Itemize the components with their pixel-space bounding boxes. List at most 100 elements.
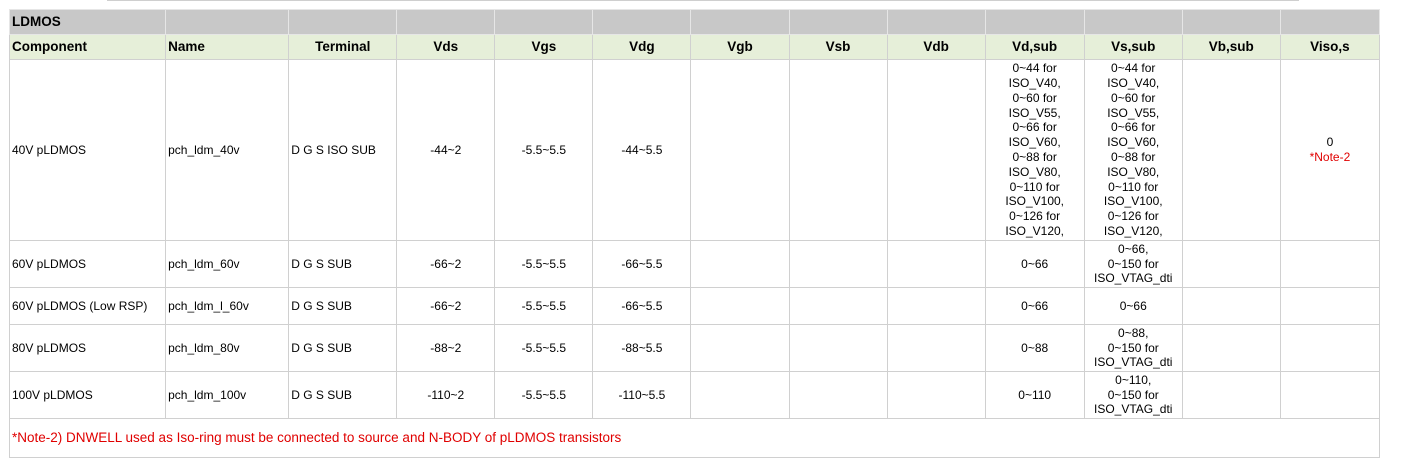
cell-terminal: D G S ISO SUB xyxy=(288,59,398,241)
cell-visos: 0 *Note-2 xyxy=(1279,59,1381,241)
ldmos-table: LDMOS Component Name Terminal Vds Vgs Vd… xyxy=(8,9,1381,458)
cell-vdsub: 0~66 xyxy=(984,287,1085,325)
cell-vds: -66~2 xyxy=(396,287,496,325)
header-vds: Vds xyxy=(396,34,496,60)
cell-line: 0~44 for xyxy=(1012,61,1057,76)
cell-vbsub xyxy=(1181,59,1281,241)
cell-vbsub xyxy=(1181,324,1281,372)
cell-line: 0~150 for xyxy=(1107,387,1159,402)
cell-vsb xyxy=(788,324,888,372)
cell-vdg: -44~5.5 xyxy=(592,59,692,241)
cell-vdb xyxy=(886,371,986,419)
cell-visos xyxy=(1279,287,1381,325)
viso-note-ref: *Note-2 xyxy=(1309,150,1351,164)
cell-visos xyxy=(1279,371,1381,419)
cell-vsb xyxy=(788,240,888,288)
cell-component: 80V pLDMOS xyxy=(8,324,167,372)
header-visos: Viso,s xyxy=(1279,34,1381,60)
cell-vbsub xyxy=(1181,240,1281,288)
header-name: Name xyxy=(165,34,290,60)
cell-visos xyxy=(1279,240,1381,288)
cell-line: 0~126 for xyxy=(1107,209,1159,224)
cell-vssub: 0~66, 0~150 for ISO_VTAG_dti xyxy=(1083,240,1183,288)
table-row: 60V pLDMOS pch_ldm_60v D G S SUB -66~2 -5.5~… xyxy=(8,240,1381,288)
cell-line: 0~110 for xyxy=(1108,179,1159,194)
cell-vdb xyxy=(886,287,986,325)
cell-line: ISO_V55, xyxy=(1008,105,1061,120)
cell-component: 100V pLDMOS xyxy=(8,371,167,419)
cell-line: 0~66, xyxy=(1118,241,1149,256)
cell-vgs: -5.5~5.5 xyxy=(494,324,594,372)
cell-vbsub xyxy=(1181,287,1281,325)
cell-line: 0~44 for xyxy=(1111,61,1156,76)
cell-vgs: -5.5~5.5 xyxy=(494,59,594,241)
viso-value: 0 xyxy=(1326,135,1334,150)
cell-vdb xyxy=(886,240,986,288)
cell-line: 0~66 for xyxy=(1012,120,1057,135)
cell-vgb xyxy=(690,59,790,241)
cell-vbsub xyxy=(1181,371,1281,419)
cell-terminal: D G S SUB xyxy=(288,287,398,325)
cell-vdg: -110~5.5 xyxy=(592,371,692,419)
header-vgb: Vgb xyxy=(690,34,790,60)
header-row: Component Name Terminal Vds Vgs Vdg Vgb … xyxy=(8,34,1381,60)
cell-name: pch_ldm_100v xyxy=(165,371,290,419)
table-row: 80V pLDMOS pch_ldm_80v D G S SUB -88~2 -5.5~… xyxy=(8,324,1381,372)
header-vdsub: Vd,sub xyxy=(984,34,1085,60)
cell-vds: -44~2 xyxy=(396,59,496,241)
cell-vdsub: 0~44 for ISO_V40, 0~60 for ISO_V55, 0~66 for… xyxy=(984,59,1085,241)
cell-line: 0~66 xyxy=(1119,298,1147,313)
note-text: *Note-2) DNWELL used as Iso-ring must be… xyxy=(9,418,1380,458)
cell-line: ISO_V80, xyxy=(1107,164,1160,179)
cell-vds: -88~2 xyxy=(396,324,496,372)
cell-line: 0~88, xyxy=(1118,325,1149,340)
cell-terminal: D G S SUB xyxy=(288,324,398,372)
cell-vgb xyxy=(690,240,790,288)
cell-line: 0~150 for xyxy=(1107,340,1159,355)
cell-line: ISO_V60, xyxy=(1107,135,1160,150)
ldmos-table-container: LDMOS Component Name Terminal Vds Vgs Vd… xyxy=(8,0,1381,458)
cell-line: 0~60 for xyxy=(1111,90,1156,105)
cell-line: 0~88 xyxy=(1021,340,1049,355)
note-row: *Note-2) DNWELL used as Iso-ring must be… xyxy=(9,418,1380,458)
header-vbsub: Vb,sub xyxy=(1181,34,1281,60)
cell-component: 40V pLDMOS xyxy=(8,59,167,241)
header-vssub: Vs,sub xyxy=(1083,34,1183,60)
table-row: 60V pLDMOS (Low RSP) pch_ldm_l_60v D G S S… xyxy=(8,287,1381,325)
cell-line: 0~150 for xyxy=(1107,256,1159,271)
cell-vds: -66~2 xyxy=(396,240,496,288)
cell-vds: -110~2 xyxy=(396,371,496,419)
cell-line: 0~66 xyxy=(1021,298,1049,313)
table-row: 100V pLDMOS pch_ldm_100v D G S SUB -110~2 -5… xyxy=(8,371,1381,419)
cell-vgs: -5.5~5.5 xyxy=(494,371,594,419)
cell-line: 0~60 for xyxy=(1012,90,1057,105)
cell-vgs: -5.5~5.5 xyxy=(494,287,594,325)
title-row: LDMOS xyxy=(8,9,1381,35)
cell-line: ISO_V55, xyxy=(1107,105,1160,120)
cell-vsb xyxy=(788,287,888,325)
cell-component: 60V pLDMOS (Low RSP) xyxy=(8,287,167,325)
cell-line: 0~88 for xyxy=(1111,150,1156,164)
cell-terminal: D G S SUB xyxy=(288,240,398,288)
cell-line: 0~66 for xyxy=(1111,120,1156,135)
cell-vsb xyxy=(788,371,888,419)
cell-vssub: 0~88, 0~150 for ISO_VTAG_dti xyxy=(1083,324,1183,372)
header-vsb: Vsb xyxy=(788,34,888,60)
cell-vgb xyxy=(690,324,790,372)
cell-name: pch_ldm_l_60v xyxy=(165,287,290,325)
header-vdb: Vdb xyxy=(886,34,986,60)
cell-line: ISO_V80, xyxy=(1008,164,1061,179)
cell-line: ISO_V120, xyxy=(1103,223,1163,238)
cell-line: 0~66 xyxy=(1021,256,1049,271)
cell-vdg: -66~5.5 xyxy=(592,240,692,288)
cell-terminal: D G S SUB xyxy=(288,371,398,419)
cell-vdsub: 0~110 xyxy=(984,371,1085,419)
cell-line: ISO_VTAG_dti xyxy=(1093,271,1173,286)
cell-line: ISO_VTAG_dti xyxy=(1093,402,1173,417)
cell-vgs: -5.5~5.5 xyxy=(494,240,594,288)
cell-visos xyxy=(1279,324,1381,372)
cell-vdb xyxy=(886,324,986,372)
cell-line: 0~110 xyxy=(1018,387,1052,402)
header-vgs: Vgs xyxy=(494,34,594,60)
cell-name: pch_ldm_60v xyxy=(165,240,290,288)
